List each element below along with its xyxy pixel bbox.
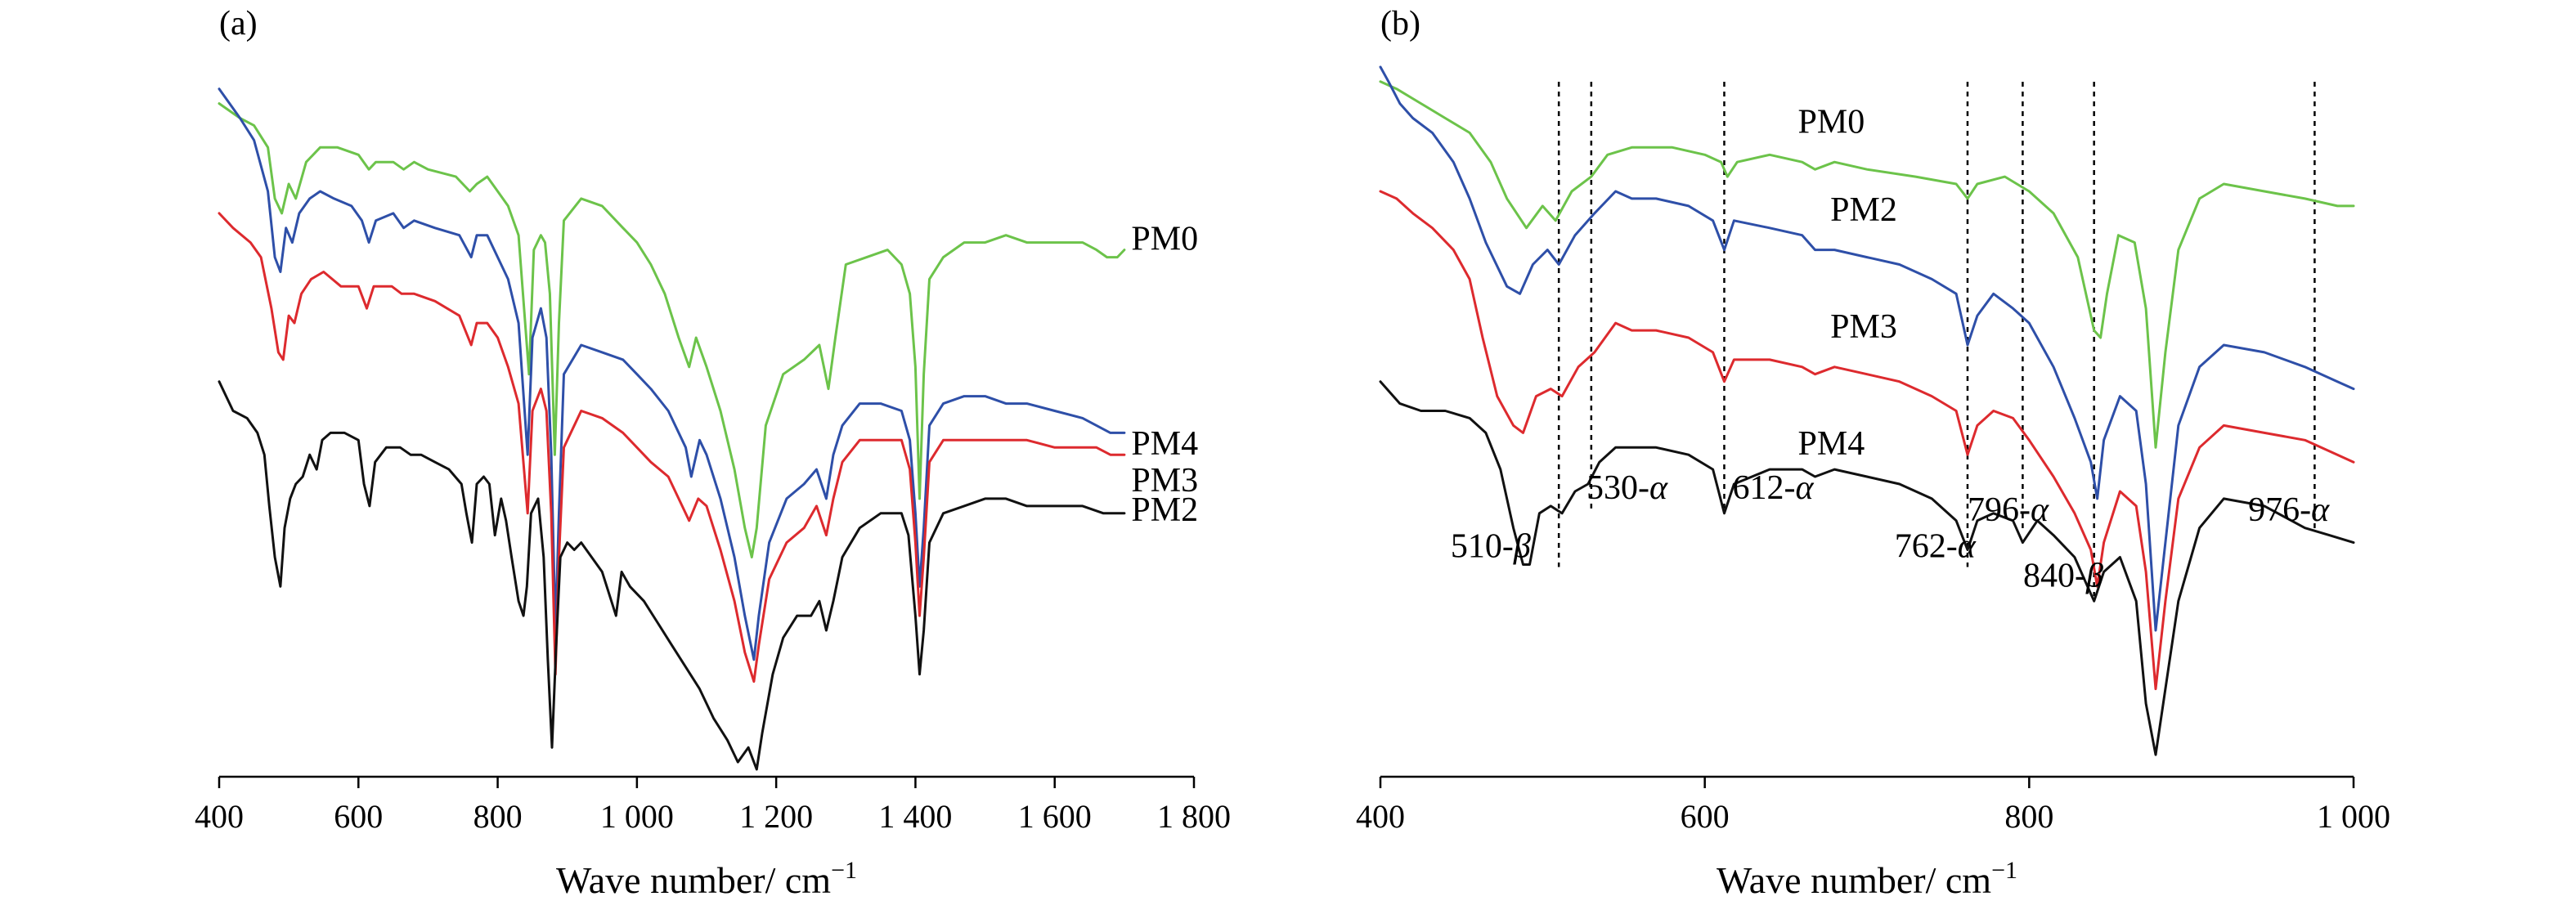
panel-a-series <box>218 87 1126 771</box>
x-tick-label: 1 800 <box>1157 798 1231 835</box>
panel-a-label: (a) <box>219 5 258 43</box>
marker-label-976: 976-α <box>2248 491 2330 529</box>
x-tick-label: 1 000 <box>2317 798 2390 835</box>
marker-label-762: 762-α <box>1895 528 1977 566</box>
panel-b: (b) PM0 PM2 PM3 PM4 510-β 530-α 612-α 762-α796… <box>1356 5 2390 901</box>
series-line-pm2 <box>218 380 1126 771</box>
panel-a-x-axis-title: Wave number/ cm−1 <box>556 857 857 901</box>
series-label-pm2: PM2 <box>1830 191 1897 229</box>
panel-a-ticks: 400 600 800 1 000 1 200 1 400 1 600 1 800 <box>195 777 1231 835</box>
x-tick-label: 1 200 <box>739 798 813 835</box>
x-tick-label: 1 400 <box>878 798 952 835</box>
marker-label-612: 612-α <box>1732 469 1814 507</box>
x-tick-label: 600 <box>1681 798 1730 835</box>
panel-b-label: (b) <box>1380 5 1420 43</box>
series-label-pm3: PM3 <box>1131 462 1198 500</box>
marker-label-796: 796-α <box>1968 491 2049 529</box>
series-label-pm0: PM0 <box>1131 221 1198 258</box>
x-tick-label: 800 <box>473 798 523 835</box>
series-label-pm4: PM4 <box>1131 425 1198 463</box>
series-line-pm3 <box>218 212 1126 684</box>
panel-b-x-axis-title: Wave number/ cm−1 <box>1717 857 2017 901</box>
series-label-pm2: PM2 <box>1131 491 1198 529</box>
marker-label-840: 840-β <box>2023 557 2103 594</box>
series-line-pm0 <box>1379 80 2355 449</box>
series-line-pm4 <box>1379 380 2355 756</box>
x-tick-label: 800 <box>2004 798 2053 835</box>
x-tick-label: 400 <box>195 798 244 835</box>
panel-b-ticks: 400 600 800 1 000 <box>1356 777 2390 835</box>
x-tick-label: 1 000 <box>600 798 674 835</box>
series-line-pm3 <box>1379 190 2355 691</box>
series-line-pm2 <box>1379 65 2355 632</box>
marker-label-530: 530-α <box>1586 469 1668 507</box>
series-label-pm3: PM3 <box>1830 308 1897 346</box>
panel-b-markers <box>1557 82 2316 597</box>
series-label-pm0: PM0 <box>1798 103 1865 141</box>
series-line-pm0 <box>218 102 1126 558</box>
series-label-pm4: PM4 <box>1798 425 1865 463</box>
series-line-pm4 <box>218 87 1126 661</box>
x-tick-label: 400 <box>1356 798 1405 835</box>
panel-b-series-labels: PM0 PM2 PM3 PM4 <box>1798 103 1897 463</box>
x-tick-label: 1 600 <box>1018 798 1092 835</box>
panel-b-series <box>1379 65 2355 756</box>
x-tick-label: 600 <box>334 798 383 835</box>
marker-label-510: 510-β <box>1451 528 1531 566</box>
